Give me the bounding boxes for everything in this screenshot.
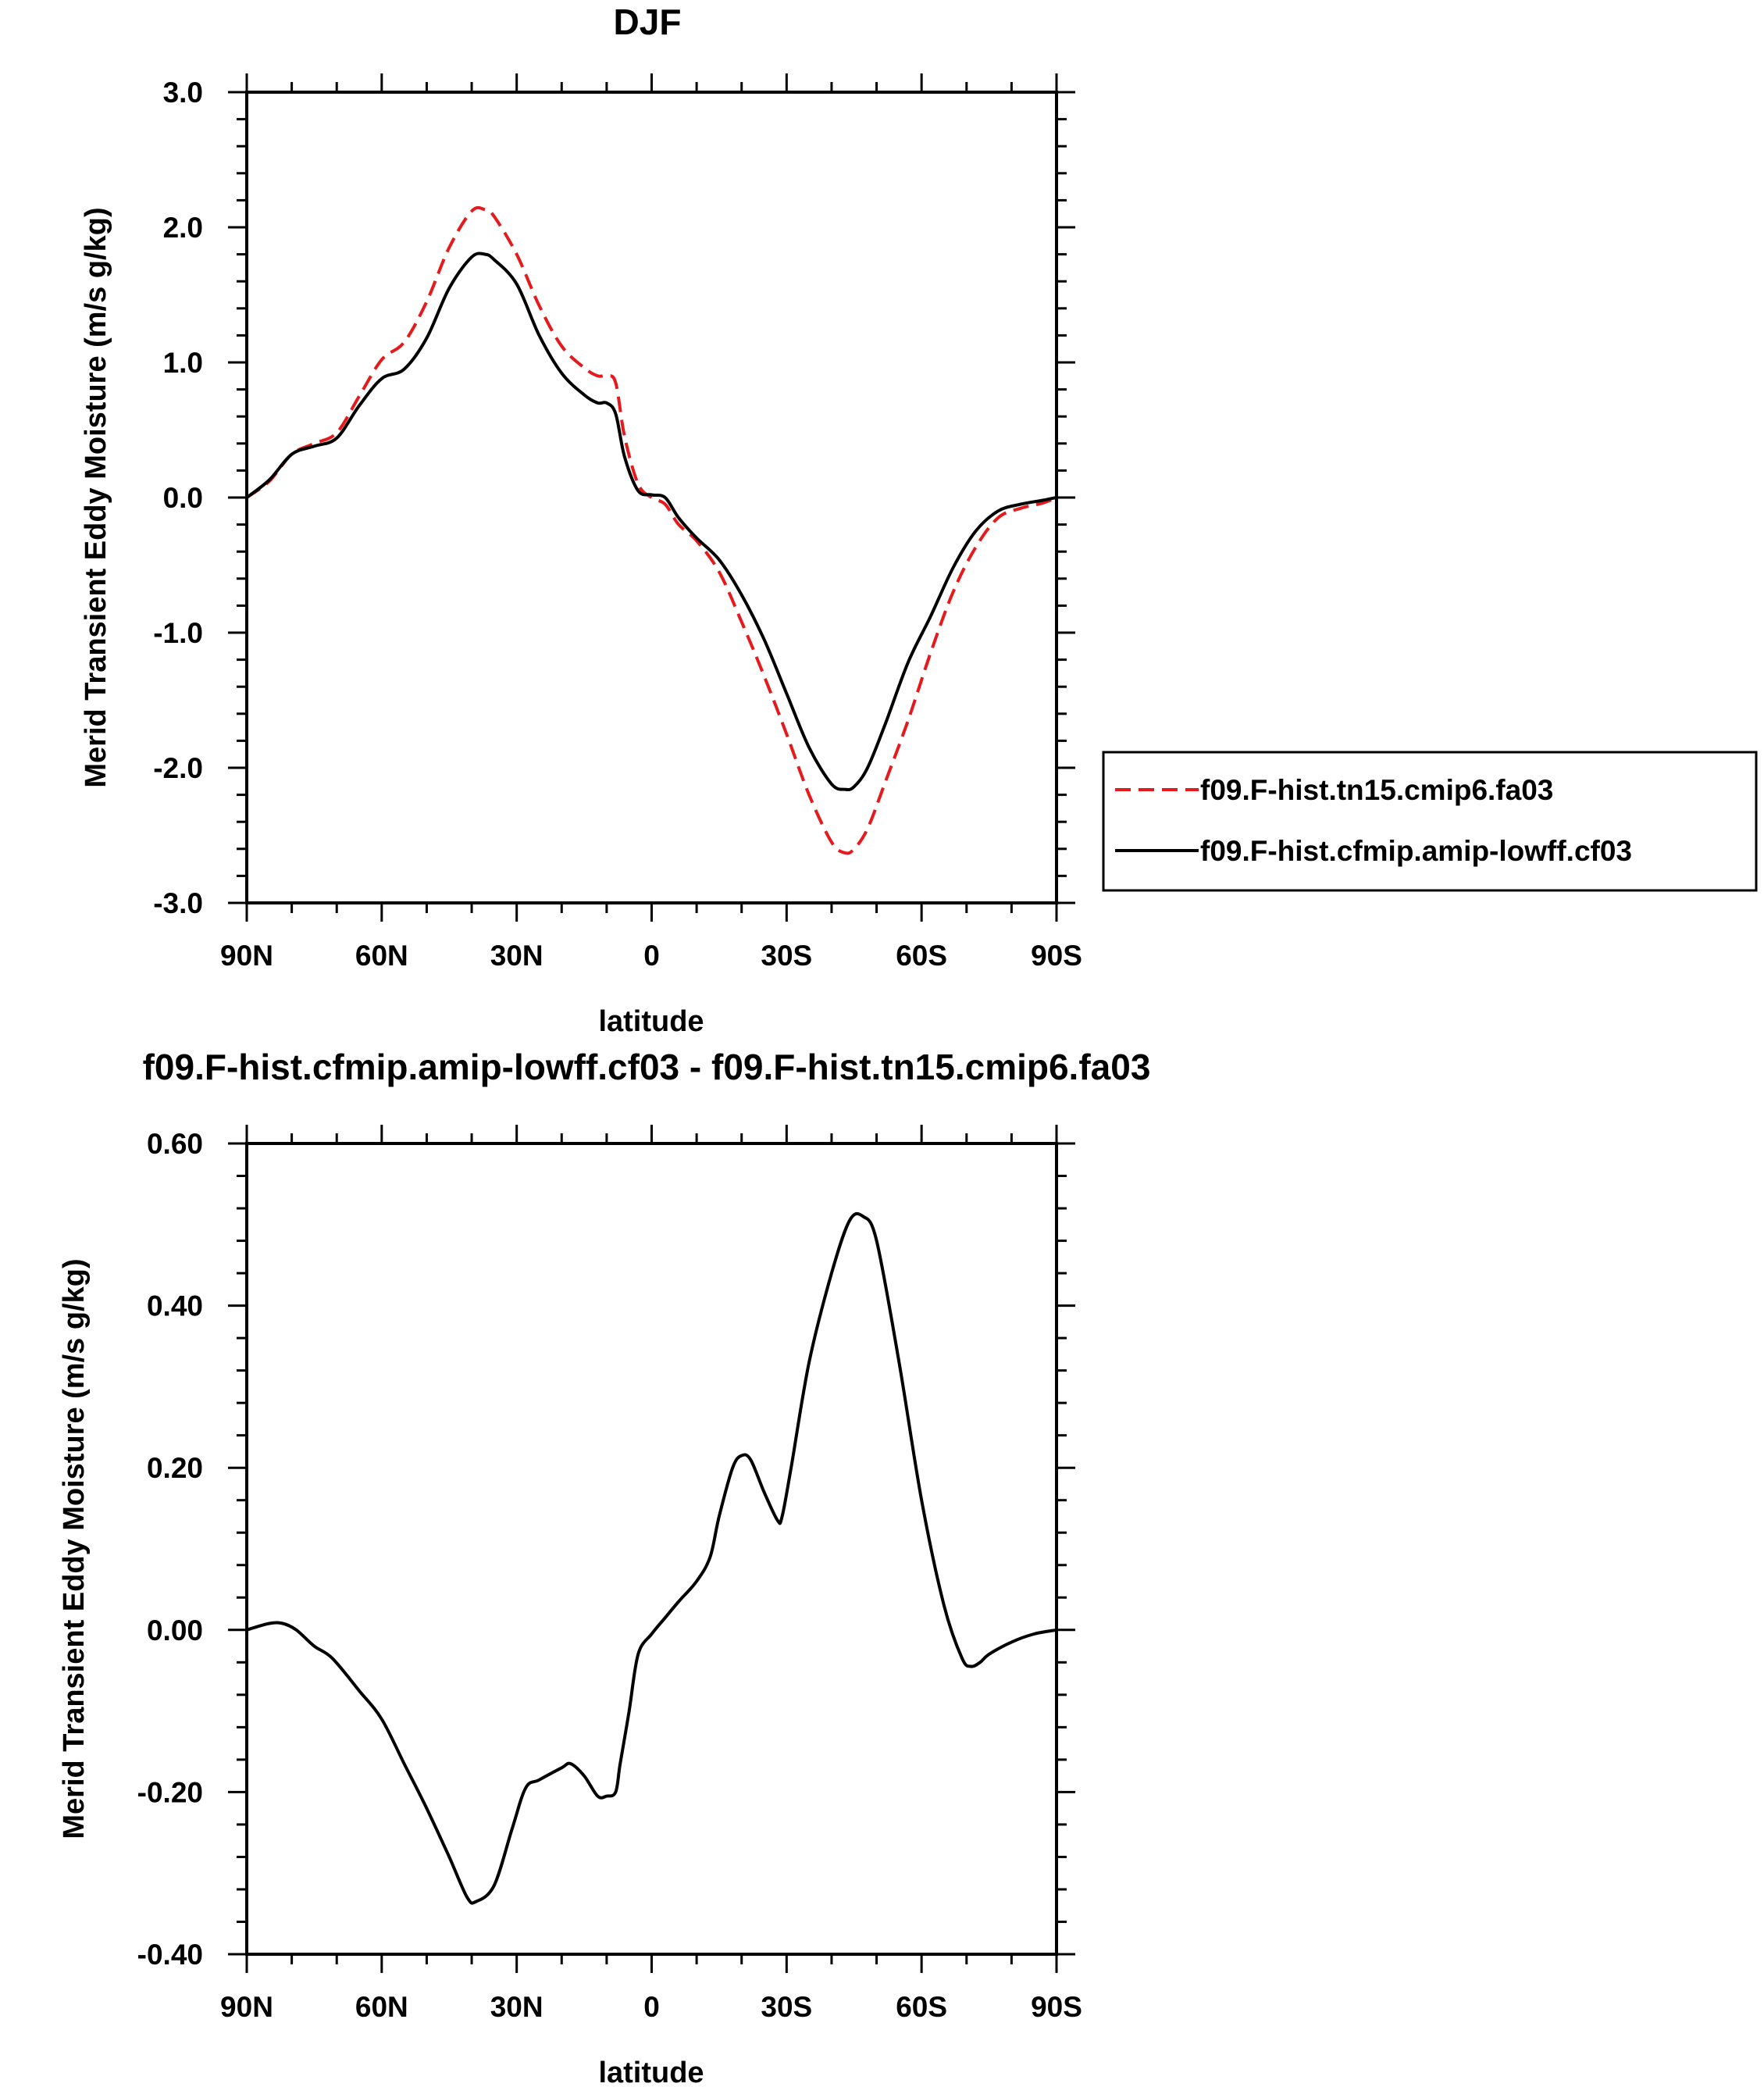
bottom-series-line-0	[246, 1211, 1057, 1905]
y-tick-label: 1.0	[163, 347, 203, 379]
y-tick-label: 0.00	[147, 1614, 203, 1646]
y-tick-label: 0.20	[147, 1452, 203, 1484]
legend: f09.F-hist.tn15.cmip6.fa03 f09.F-hist.cf…	[1102, 751, 1758, 892]
y-tick-label: 2.0	[163, 212, 203, 244]
top-chart-title: DJF	[614, 2, 682, 42]
top-y-axis-label: Merid Transient Eddy Moisture (m/s g/kg)	[80, 207, 112, 787]
legend-box	[1102, 751, 1758, 892]
x-tick-label: 90S	[1031, 940, 1082, 972]
x-tick-label: 30N	[490, 940, 543, 972]
top-series-group	[245, 205, 1057, 855]
x-tick-label: 90S	[1031, 1991, 1082, 2023]
bottom-panel: f09.F-hist.cfmip.amip-lowff.cf03 - f09.F…	[58, 1047, 1150, 2087]
x-tick-label: 60N	[355, 940, 408, 972]
top-series-line-0	[245, 205, 1057, 855]
x-tick-label: 30S	[761, 940, 812, 972]
y-tick-label: 0.0	[163, 482, 203, 514]
y-tick-label: 0.40	[147, 1290, 203, 1322]
legend-label-fa03: f09.F-hist.tn15.cmip6.fa03	[1200, 774, 1553, 806]
x-tick-label: 90N	[220, 940, 273, 972]
top-panel: DJF 90N 60N 30N 0 30S 60S 90S -3.0 -2.0 -1.0 0.0 1…	[80, 2, 1758, 1038]
bottom-chart-title: f09.F-hist.cfmip.amip-lowff.cf03 - f09.F…	[143, 1047, 1151, 1087]
top-plot-frame	[245, 91, 1058, 904]
x-tick-label: 30S	[761, 1991, 812, 2023]
top-axis-ticks	[228, 73, 1075, 922]
bottom-axis-ticks	[228, 1125, 1075, 1973]
y-tick-label: 0.60	[147, 1128, 203, 1160]
top-series-line-1	[245, 252, 1057, 792]
x-tick-label: 60N	[355, 1991, 408, 2023]
top-y-tick-labels: -3.0 -2.0 -1.0 0.0 1.0 2.0 3.0	[153, 77, 203, 919]
bottom-y-tick-labels: -0.40 -0.20 0.00 0.20 0.40 0.60	[137, 1128, 203, 1971]
y-tick-label: -2.0	[153, 752, 203, 784]
y-tick-label: -1.0	[153, 617, 203, 649]
bottom-y-axis-label: Merid Transient Eddy Moisture (m/s g/kg)	[58, 1258, 91, 1839]
y-tick-label: 3.0	[163, 77, 203, 109]
x-tick-label: 30N	[490, 1991, 543, 2023]
x-tick-label: 60S	[896, 940, 947, 972]
bottom-plot-frame	[245, 1142, 1058, 1956]
bottom-x-tick-labels: 90N 60N 30N 0 30S 60S 90S	[220, 1991, 1082, 2023]
top-x-axis-label: latitude	[598, 1005, 704, 1038]
bottom-x-axis-label: latitude	[598, 2057, 704, 2087]
y-tick-label: -0.40	[137, 1939, 203, 1971]
x-tick-label: 0	[643, 1991, 660, 2023]
bottom-series-group	[246, 1211, 1057, 1905]
x-tick-label: 0	[643, 940, 660, 972]
y-tick-label: -3.0	[153, 887, 203, 919]
top-x-tick-labels: 90N 60N 30N 0 30S 60S 90S	[220, 940, 1082, 972]
y-tick-label: -0.20	[137, 1776, 203, 1808]
legend-label-cf03: f09.F-hist.cfmip.amip-lowff.cf03	[1200, 835, 1632, 867]
x-tick-label: 60S	[896, 1991, 947, 2023]
x-tick-label: 90N	[220, 1991, 273, 2023]
